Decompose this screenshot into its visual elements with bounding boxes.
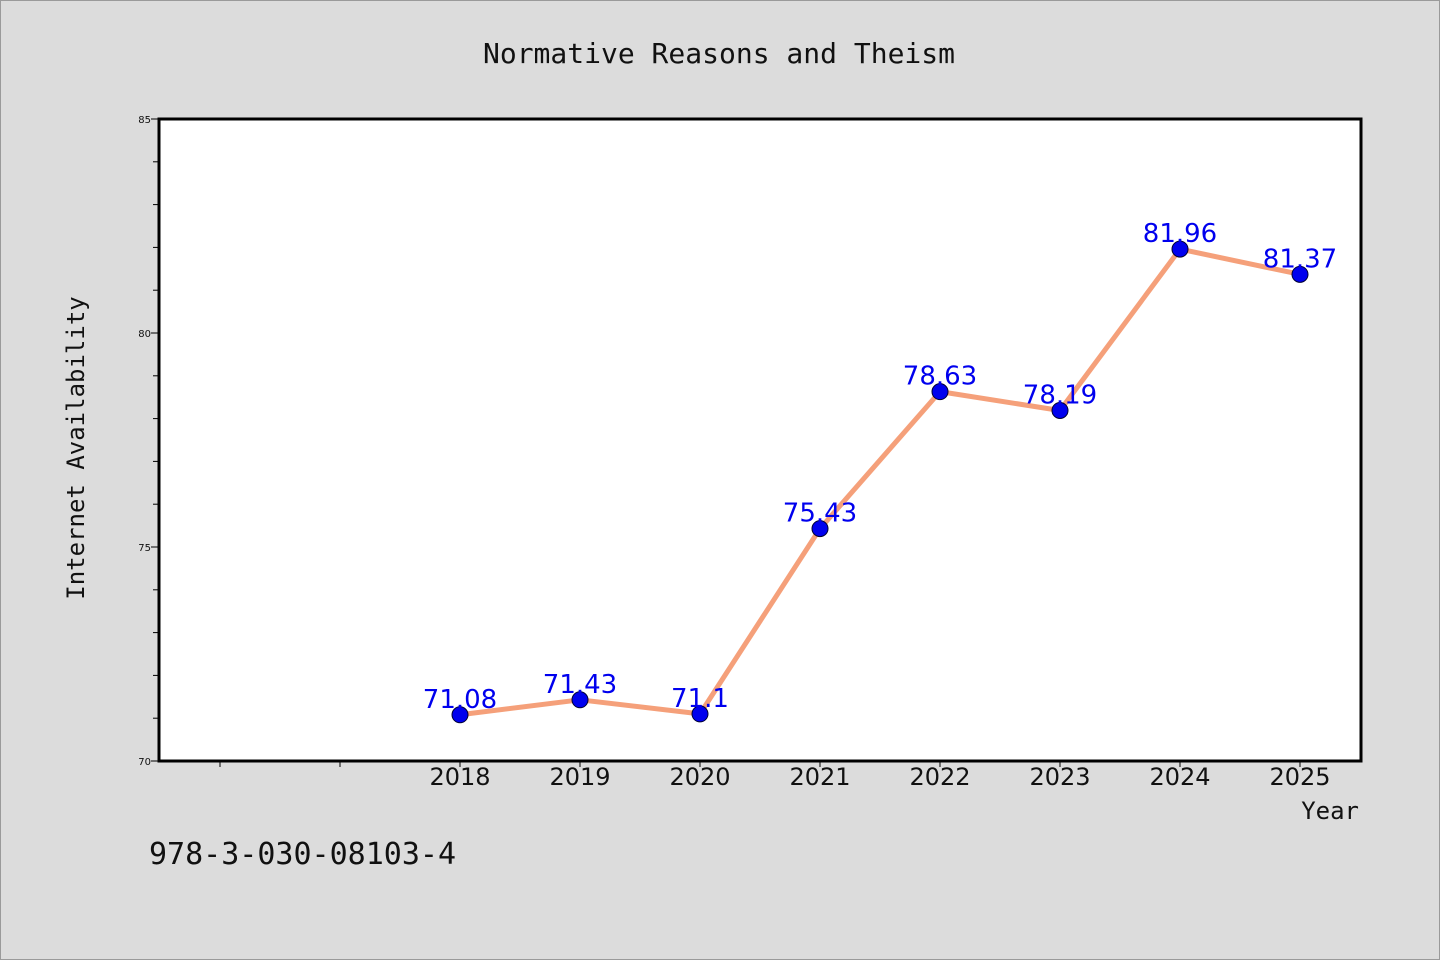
x-tick-label: 2024 — [1149, 763, 1210, 791]
y-tick-label: 80 — [138, 329, 151, 340]
data-label-2019: 71.43 — [543, 670, 617, 700]
data-label-2022: 78.63 — [903, 362, 977, 392]
data-markers — [451, 240, 1309, 724]
data-point-2018 — [451, 706, 469, 724]
plot-area — [157, 117, 1363, 763]
footer-text: 978-3-030-08103-4 — [149, 837, 456, 872]
data-point-2021 — [811, 520, 829, 538]
y-minor-ticks — [151, 118, 159, 762]
x-tick-label: 2025 — [1269, 763, 1330, 791]
x-tick-labels: 2018 2019 2020 2021 2022 2023 2024 2025 — [429, 763, 1330, 791]
data-label-2020: 71.1 — [671, 684, 729, 714]
data-label-2024: 81.96 — [1143, 219, 1217, 249]
data-label-2025: 81.37 — [1263, 244, 1337, 274]
y-tick-labels: 70 75 80 85 — [138, 115, 151, 768]
x-tick-label: 2021 — [789, 763, 850, 791]
y-tick-label: 75 — [138, 543, 151, 554]
x-tick-label: 2023 — [1029, 763, 1090, 791]
data-point-2019 — [571, 691, 589, 709]
data-point-2022 — [931, 383, 949, 401]
x-axis-label: Year — [1301, 797, 1359, 825]
x-tick-label: 2018 — [429, 763, 490, 791]
data-labels: 71.08 71.43 71.1 75.43 78.63 78.19 81.96 81.37 — [423, 219, 1337, 715]
data-point-2023 — [1051, 401, 1069, 419]
data-point-2020 — [691, 705, 709, 723]
x-tick-label: 2019 — [549, 763, 610, 791]
data-point-2024 — [1171, 240, 1189, 258]
x-tick-label: 2022 — [909, 763, 970, 791]
data-label-2021: 75.43 — [783, 499, 857, 529]
series-line — [457, 246, 1303, 718]
x-tick-label: 2020 — [669, 763, 730, 791]
y-tick-label: 70 — [138, 757, 151, 768]
chart-title: Normative Reasons and Theism — [483, 37, 955, 70]
x-minor-ticks — [219, 761, 1301, 767]
data-point-2025 — [1291, 265, 1309, 283]
y-tick-label: 85 — [138, 115, 151, 126]
data-label-2023: 78.19 — [1023, 380, 1097, 410]
y-axis-label: Internet Availability — [62, 296, 90, 599]
data-label-2018: 71.08 — [423, 685, 497, 715]
